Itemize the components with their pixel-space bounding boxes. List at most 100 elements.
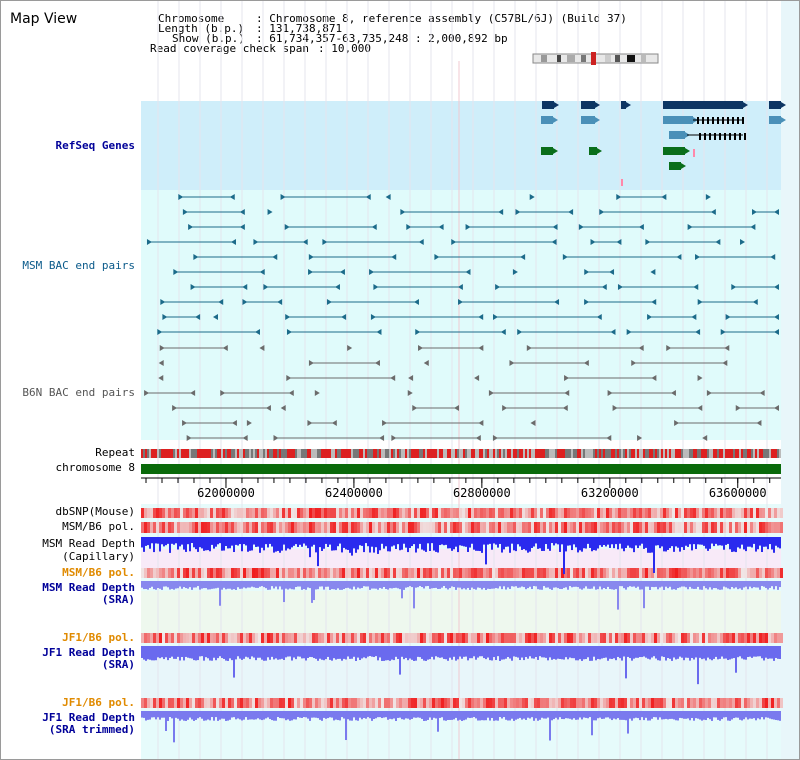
jf1-b6-pol-heat	[312, 633, 315, 643]
dbsnp-heat	[246, 508, 249, 518]
jf1-trim-depth-bar	[559, 711, 561, 718]
repeat-segment	[197, 449, 199, 458]
jf1-trim-depth-bar	[145, 711, 147, 721]
msm-bac-end	[740, 239, 746, 245]
msm-cap-depth-bar	[205, 537, 207, 551]
b6n-bac-end	[638, 345, 644, 351]
jf1-b6-pol-heat	[723, 633, 726, 643]
jf1-trim-depth-bar	[409, 711, 411, 720]
msm-b6-pol-heat	[408, 522, 411, 533]
repeat-segment	[629, 449, 631, 458]
jf1-sra-depth-bar	[389, 646, 391, 661]
repeat-segment	[715, 449, 717, 458]
jf1-trim-depth-bar	[225, 711, 227, 721]
msm-b6-pol-heat	[309, 522, 312, 533]
jf1-sra-depth-bar	[537, 646, 539, 660]
repeat-segment	[603, 449, 605, 458]
msm-b6-pol2-heat	[231, 568, 234, 578]
dbsnp-heat	[441, 508, 444, 518]
msm-sra-depth-bar	[205, 581, 207, 589]
repeat-segment	[383, 449, 385, 458]
jf1-trim-depth-bar	[721, 711, 723, 720]
jf1-trim-depth-bar	[707, 711, 709, 718]
msm-sra-depth-bar	[287, 581, 289, 590]
b6n-bac-end	[697, 375, 703, 381]
refseq-gene	[589, 147, 597, 155]
msm-bac-end	[285, 314, 291, 320]
msm-cap-depth-bar	[769, 537, 771, 545]
jf1-trim-depth-bar	[713, 711, 715, 718]
jf1-b6-pol2-heat	[393, 698, 396, 708]
repeat-segment	[141, 449, 143, 458]
msm-bac-end	[284, 224, 290, 230]
msm-b6-pol2-heat	[582, 568, 585, 578]
msm-cap-depth-bar	[313, 537, 315, 545]
msm-b6-pol-heat	[636, 522, 639, 533]
msm-b6-pol-heat	[168, 522, 171, 533]
msm-b6-pol2-heat	[216, 568, 219, 578]
jf1-trim-depth-bar	[661, 711, 663, 720]
msm-cap-depth-bar	[761, 537, 763, 553]
dbsnp-heat	[183, 508, 186, 518]
jf1-b6-pol2-heat	[699, 698, 702, 708]
msm-cap-depth-bar	[325, 537, 327, 544]
jf1-trim-depth-bar	[635, 711, 637, 718]
jf1-sra-depth-bar	[233, 646, 235, 678]
repeat-segment	[563, 449, 565, 458]
jf1-trim-depth-bar	[699, 711, 701, 720]
jf1-b6-pol-heat	[591, 633, 594, 643]
msm-b6-pol-heat	[558, 522, 561, 533]
jf1-b6-pol2-heat	[372, 698, 375, 708]
msm-sra-depth-bar	[335, 581, 337, 590]
msm-b6-pol2-heat	[339, 568, 342, 578]
dbsnp-heat	[276, 508, 279, 518]
label-msm-b6-pol: MSM/B6 pol.	[62, 520, 135, 533]
jf1-sra-depth-bar	[303, 646, 305, 659]
msm-sra-depth-bar	[705, 581, 707, 589]
msm-b6-pol-heat	[198, 522, 201, 533]
msm-cap-depth-bar	[665, 537, 667, 552]
jf1-b6-pol2-heat	[747, 698, 750, 708]
msm-sra-depth-bar	[575, 581, 577, 587]
msm-sra-depth-bar	[299, 581, 301, 587]
repeat-segment	[763, 449, 765, 458]
msm-sra-depth-bar	[367, 581, 369, 587]
msm-b6-pol-heat	[501, 522, 504, 533]
repeat-segment	[169, 449, 171, 458]
msm-sra-depth-bar	[349, 581, 351, 589]
msm-sra-depth-bar	[689, 581, 691, 587]
jf1-trim-depth-bar	[569, 711, 571, 719]
jf1-sra-depth-bar	[207, 646, 209, 659]
jf1-sra-depth-bar	[529, 646, 531, 657]
jf1-trim-depth-bar	[571, 711, 573, 720]
msm-b6-pol-heat	[672, 522, 675, 533]
chromosome-bar	[141, 464, 781, 474]
repeat-segment	[257, 449, 259, 458]
jf1-sra-depth-bar	[245, 646, 247, 657]
msm-sra-depth-bar	[269, 581, 271, 590]
msm-bac-end	[322, 239, 328, 245]
jf1-b6-pol-heat	[639, 633, 642, 643]
msm-b6-pol2-heat	[165, 568, 168, 578]
msm-b6-pol2-heat	[171, 568, 174, 578]
repeat-segment	[403, 449, 405, 458]
msm-b6-pol2-heat	[336, 568, 339, 578]
msm-sra-depth-bar	[259, 581, 261, 587]
msm-b6-pol2-heat	[672, 568, 675, 578]
repeat-segment	[557, 449, 559, 458]
jf1-sra-depth-bar	[641, 646, 643, 658]
ideogram-band	[557, 55, 561, 62]
jf1-sra-depth-bar	[265, 646, 267, 661]
msm-cap-depth-bar	[375, 537, 377, 548]
jf1-trim-depth-bar	[621, 711, 623, 720]
jf1-b6-pol2-heat	[588, 698, 591, 708]
msm-sra-depth-bar	[737, 581, 739, 590]
msm-bac-end	[415, 329, 421, 335]
msm-sra-depth-bar	[665, 581, 667, 587]
jf1-b6-pol2-heat	[375, 698, 378, 708]
msm-b6-pol2-heat	[276, 568, 279, 578]
msm-b6-pol-heat	[186, 522, 189, 533]
jf1-sra-depth-bar	[237, 646, 239, 657]
msm-b6-pol2-heat	[156, 568, 159, 578]
